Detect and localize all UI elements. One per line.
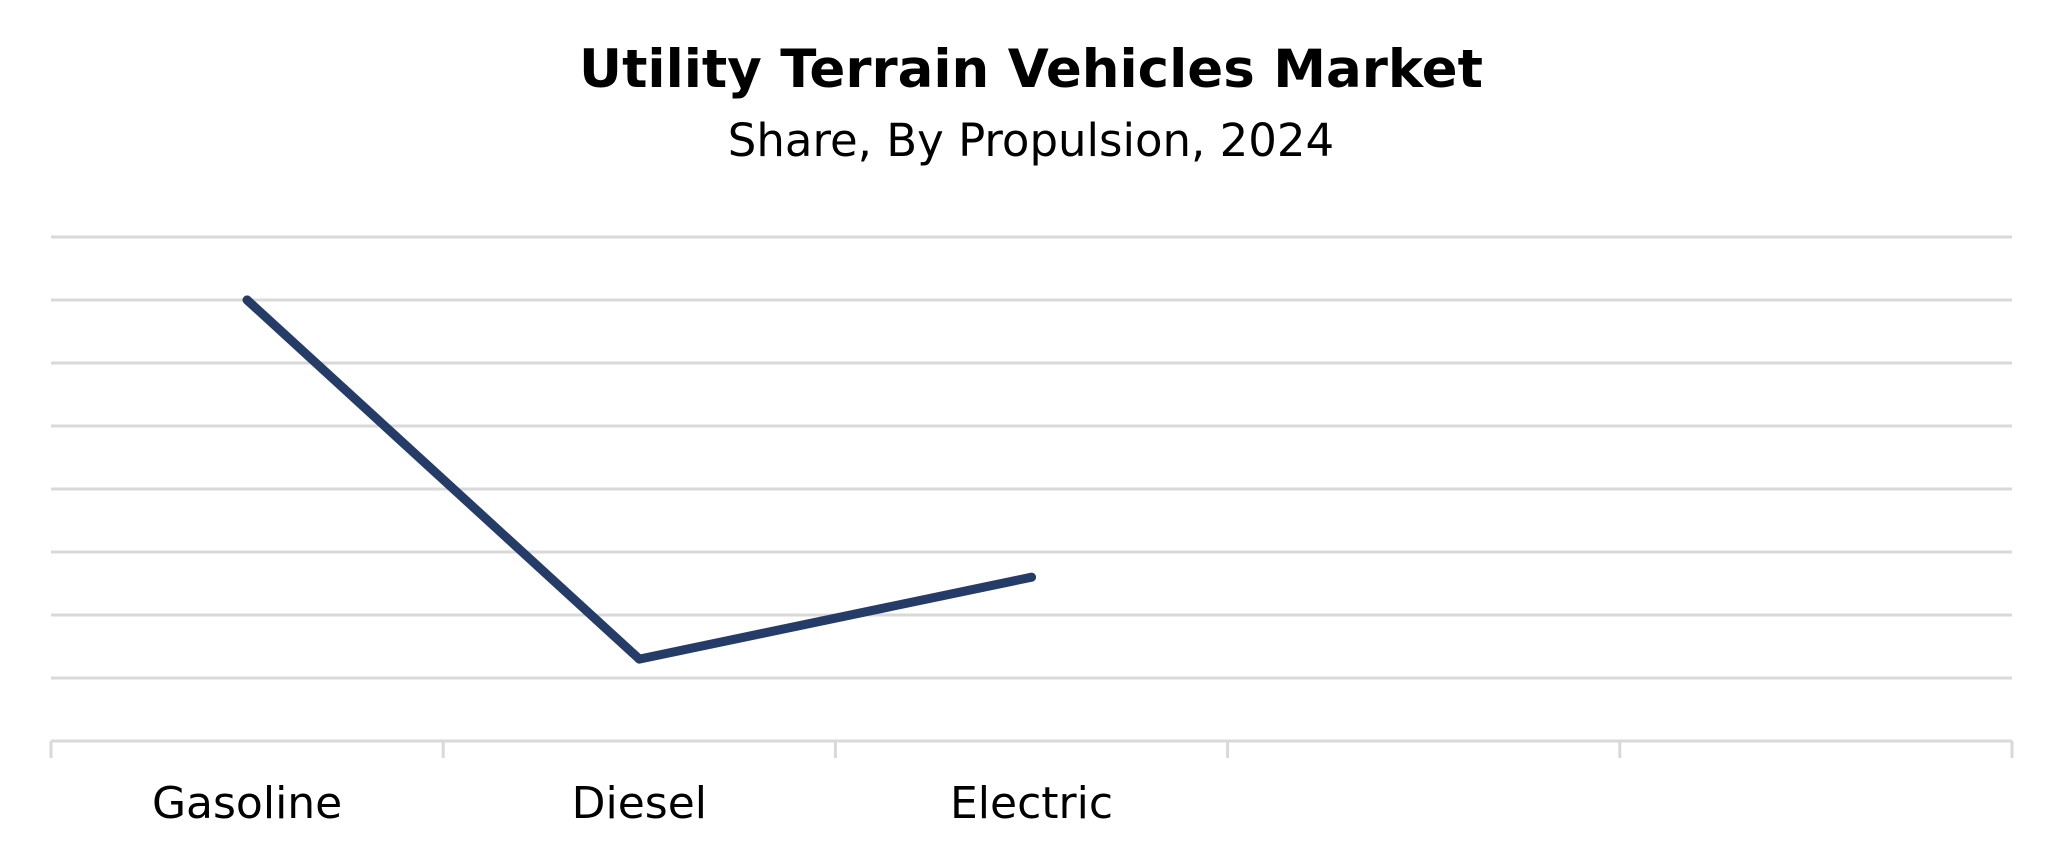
series-layer <box>242 295 1036 664</box>
gridlines <box>51 235 2012 680</box>
data-point-diesel <box>634 654 644 664</box>
chart-title: Utility Terrain Vehicles Market <box>579 39 1483 100</box>
x-tick-label-diesel: Diesel <box>572 778 707 829</box>
x-axis <box>49 739 2014 758</box>
category-labels: Gasoline Diesel Electric <box>152 778 1113 829</box>
data-point-electric <box>1027 572 1036 582</box>
data-point-gasoline <box>242 295 252 305</box>
chart-subtitle: Share, By Propulsion, 2024 <box>727 114 1335 167</box>
series-line <box>242 295 1036 664</box>
x-tick-label-electric: Electric <box>950 778 1113 829</box>
x-tick-label-gasoline: Gasoline <box>152 778 342 829</box>
